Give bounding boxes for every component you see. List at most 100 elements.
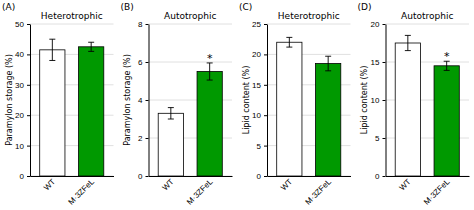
y-tick-mark (146, 24, 149, 25)
grid (149, 24, 233, 176)
y-tick-mark (146, 100, 149, 101)
y-axis: 0 5 10 15 20 (371, 20, 386, 181)
y-tick: 6 (138, 58, 148, 67)
y-axis-line (149, 25, 150, 177)
y-tick: 0 (20, 172, 30, 181)
y-tick: 0 (257, 172, 267, 181)
y-tick: 40 (15, 50, 30, 59)
y-tick-label: 40 (15, 50, 24, 59)
title: Autotrophic (401, 11, 453, 21)
panel: 01020304050WTM·3ZFeLHeterotrophicParamyl… (2, 2, 114, 207)
y-axis-line (267, 25, 268, 177)
bar (434, 66, 459, 176)
y-tick-mark (27, 115, 30, 116)
y-tick: 8 (138, 20, 148, 29)
bar (40, 50, 65, 176)
x-tick-label: WT (160, 177, 175, 192)
y-tick-label: 10 (252, 111, 261, 120)
x-axis: WTM·3ZFeL (149, 177, 233, 207)
y-tick-mark (383, 24, 386, 25)
y-tick-mark (27, 54, 30, 55)
x-tick: M·3ZFeL (304, 177, 334, 207)
error-bar (207, 63, 213, 80)
x-tick-label: M·3ZFeL (422, 177, 452, 207)
bar (197, 72, 222, 177)
y-tick-mark (27, 176, 30, 177)
y-tick: 25 (252, 20, 267, 29)
plot-area (395, 35, 459, 176)
y-tick: 20 (371, 20, 386, 29)
x-axis: WT M·3ZFeL (31, 177, 115, 207)
y-axis-line (386, 25, 387, 177)
y-tick-mark (264, 176, 267, 177)
x-tick: M·3ZFeL (67, 177, 97, 207)
y-tick-label: 20 (15, 111, 24, 120)
panel-label: (A) (2, 2, 15, 12)
y-tick-label: 50 (15, 20, 24, 29)
figure: 01020304050WTM·3ZFeLHeterotrophicParamyl… (0, 0, 474, 210)
y-tick-label: 30 (15, 81, 24, 90)
panel-label: (D) (358, 2, 372, 12)
error-bar (405, 35, 411, 50)
y-tick-mark (383, 138, 386, 139)
title: Heterotrophic (278, 11, 340, 21)
significance-star: * (207, 52, 213, 65)
x-axis-line (268, 176, 352, 177)
bar (316, 64, 341, 176)
error-bar (286, 37, 292, 47)
y-axis-title: Paramylon storage (%) (123, 54, 132, 146)
grid (386, 24, 470, 176)
x-tick: WT (42, 177, 57, 192)
y-tick-mark (146, 62, 149, 63)
y-tick: 20 (252, 50, 267, 59)
y-tick: 15 (252, 81, 267, 90)
y-tick-label: 4 (138, 96, 143, 105)
grid-line (30, 24, 114, 25)
x-tick: WT (279, 177, 294, 192)
y-tick-label: 2 (138, 134, 143, 143)
grid-line (386, 24, 470, 25)
x-tick-label: M·3ZFeL (304, 177, 334, 207)
y-axis-title: Lipid content (%) (360, 66, 369, 135)
y-tick-label: 10 (371, 96, 380, 105)
y-tick: 50 (15, 20, 30, 29)
y-tick-label: 0 (375, 172, 380, 181)
x-tick-label: WT (397, 177, 412, 192)
bar (277, 42, 302, 176)
y-tick-mark (264, 24, 267, 25)
y-tick-mark (383, 176, 386, 177)
x-tick: WT (160, 177, 175, 192)
grid-line (149, 24, 233, 25)
y-tick-label: 0 (20, 172, 25, 181)
error-bar (325, 56, 331, 71)
y-tick-mark (383, 100, 386, 101)
x-tick-label: WT (279, 177, 294, 192)
y-tick-mark (264, 54, 267, 55)
y-tick-mark (383, 62, 386, 63)
y-tick: 10 (252, 111, 267, 120)
x-tick-label: M·3ZFeL (67, 177, 97, 207)
y-tick: 15 (371, 58, 386, 67)
title: Heterotrophic (41, 11, 103, 21)
y-tick: 10 (15, 142, 30, 151)
grid (30, 24, 114, 176)
y-tick-mark (264, 115, 267, 116)
plot-area (277, 37, 341, 176)
bar (158, 113, 183, 176)
panel: 0510152025WTM·3ZFeLHeterotrophicLipid co… (239, 2, 351, 207)
y-tick-label: 0 (257, 172, 262, 181)
plot-area (158, 63, 222, 176)
y-tick-label: 6 (138, 58, 143, 67)
y-tick: 0 (375, 172, 385, 181)
y-tick-mark (27, 24, 30, 25)
title: Autotrophic (164, 11, 216, 21)
y-tick-label: 5 (375, 134, 380, 143)
panel-label: (C) (239, 2, 252, 12)
y-axis: 0510152025 (252, 20, 267, 181)
grid-line (267, 24, 351, 25)
x-tick-label: WT (42, 177, 57, 192)
y-axis-title: Lipid content (%) (242, 66, 251, 135)
y-tick: 5 (375, 134, 385, 143)
y-axis: 02468 (138, 20, 149, 181)
x-axis: WT M·3ZFeL (386, 177, 470, 207)
